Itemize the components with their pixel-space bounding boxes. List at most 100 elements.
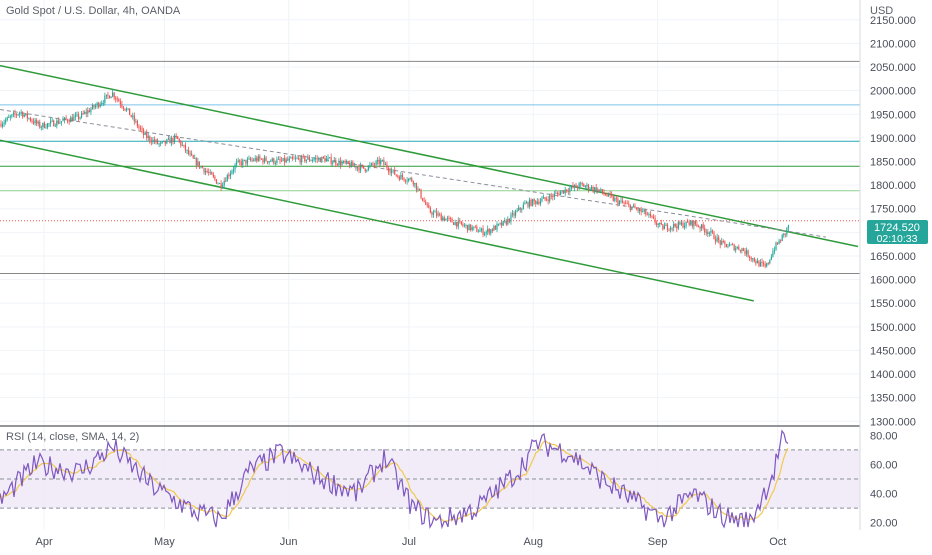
candle-body xyxy=(670,227,672,230)
candle-body xyxy=(505,220,507,225)
candle-body xyxy=(549,195,551,202)
candle-body xyxy=(725,243,727,248)
candle-body xyxy=(521,209,523,210)
candle-body xyxy=(468,224,470,231)
candle-body xyxy=(453,222,455,225)
candle-body xyxy=(93,105,95,108)
candle-body xyxy=(673,223,675,228)
candle-body xyxy=(172,137,174,142)
candle-body xyxy=(775,242,777,251)
candle-body xyxy=(130,115,132,117)
candle-body xyxy=(231,171,233,174)
candle-body xyxy=(577,187,579,189)
candle-body xyxy=(659,223,661,225)
price-tick-label: 1300.000 xyxy=(870,416,916,428)
price-tick-label: 2100.000 xyxy=(870,38,916,50)
rsi-tick-label: 80.00 xyxy=(870,430,898,442)
candle-body xyxy=(657,224,659,225)
candle-body xyxy=(625,203,627,205)
candle-body xyxy=(716,237,718,242)
candle-body xyxy=(138,126,140,128)
candle-body xyxy=(54,125,56,127)
candle-body xyxy=(260,158,262,160)
candle-body xyxy=(282,157,284,161)
candle-body xyxy=(623,202,625,204)
candle-body xyxy=(68,121,70,123)
candle-body xyxy=(228,175,230,177)
candle-body xyxy=(732,244,734,246)
candle-body xyxy=(94,105,97,108)
candle-body xyxy=(411,178,413,182)
candle-body xyxy=(59,122,61,124)
candle-body xyxy=(691,220,693,227)
candle-body xyxy=(764,264,766,267)
candle-body xyxy=(471,227,473,230)
candle-body xyxy=(124,108,126,111)
candle-body xyxy=(294,158,297,160)
candle-body xyxy=(527,202,529,207)
candle-body xyxy=(143,129,145,135)
candle-body xyxy=(648,213,650,215)
candle-body xyxy=(497,223,500,225)
candle-body xyxy=(448,217,450,219)
candle-body xyxy=(201,166,204,169)
rsi-legend[interactable]: RSI (14, close, SMA, 14, 2) xyxy=(6,431,139,443)
candle-body xyxy=(528,199,531,207)
candle-body xyxy=(784,233,786,235)
candle-body xyxy=(665,224,667,226)
candle-body xyxy=(208,172,210,173)
candles xyxy=(0,89,789,269)
candle-body xyxy=(544,197,546,200)
candle-body xyxy=(524,203,526,205)
candle-body xyxy=(23,114,25,117)
candle-body xyxy=(485,231,487,234)
chart-title: Gold Spot / U.S. Dollar, 4h, OANDA xyxy=(6,5,181,17)
candle-body xyxy=(564,189,566,194)
candle-body xyxy=(192,155,194,159)
candle-body xyxy=(683,225,686,228)
candle-body xyxy=(437,213,439,216)
candle-body xyxy=(256,158,258,161)
candle-body xyxy=(646,214,648,216)
candle-body xyxy=(750,257,752,260)
candle-body xyxy=(428,204,430,208)
candle-body xyxy=(43,122,45,128)
candle-body xyxy=(369,164,371,167)
candle-body xyxy=(53,120,55,127)
candle-body xyxy=(146,132,148,138)
candle-body xyxy=(611,194,613,197)
candle-body xyxy=(115,97,117,99)
time-tick-label: Sep xyxy=(648,536,668,548)
candle-body xyxy=(305,159,307,162)
candle-body xyxy=(400,174,402,180)
candle-body xyxy=(48,123,50,125)
candle-body xyxy=(541,198,543,202)
candle-body xyxy=(212,174,214,177)
candle-body xyxy=(139,127,142,129)
candle-body xyxy=(211,171,213,175)
candle-body xyxy=(197,161,199,166)
candle-body xyxy=(170,137,173,144)
candle-body xyxy=(279,158,281,161)
candle-body xyxy=(302,155,304,157)
candle-body xyxy=(391,170,393,173)
candle-body xyxy=(496,223,498,230)
time-axis[interactable]: Apr May Jun Jul Aug Sep Oct xyxy=(36,536,787,548)
candle-body xyxy=(25,113,27,115)
candle-body xyxy=(178,138,180,141)
candle-body xyxy=(386,164,388,169)
candle-body xyxy=(553,193,555,197)
candle-body xyxy=(251,159,253,161)
candle-body xyxy=(759,261,762,267)
candle-body xyxy=(218,183,221,185)
candle-body xyxy=(39,121,41,128)
candle-body xyxy=(569,188,571,192)
candle-body xyxy=(755,261,757,264)
candle-body xyxy=(79,117,81,119)
candle-body xyxy=(107,94,109,96)
candle-body xyxy=(242,160,244,165)
candle-body xyxy=(722,240,724,242)
candle-body xyxy=(285,159,287,163)
rsi-pane xyxy=(0,429,860,530)
